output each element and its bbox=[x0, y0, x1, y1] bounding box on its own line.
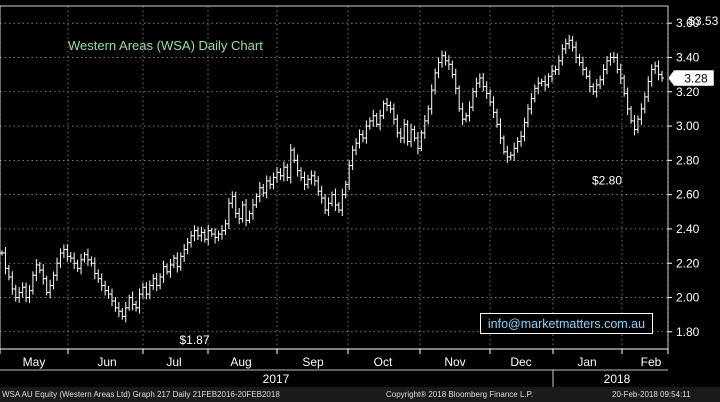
y-tick-label: 2.00 bbox=[676, 291, 700, 305]
x-tick-label: Jun bbox=[97, 355, 116, 369]
y-tick-label: 2.40 bbox=[676, 222, 700, 236]
y-tick-label: 2.60 bbox=[676, 188, 700, 202]
last-price-tag bbox=[667, 69, 715, 87]
x-tick-label: Nov bbox=[444, 355, 465, 369]
x-tick-label: May bbox=[23, 355, 46, 369]
y-tick-label: 3.00 bbox=[676, 119, 700, 133]
annotations: $1.87 $2.80 $3.53 bbox=[179, 14, 718, 347]
price-annotation: $3.53 bbox=[688, 14, 718, 28]
y-tick-label: 3.40 bbox=[676, 50, 700, 64]
x-tick-label: Jul bbox=[166, 355, 181, 369]
year-label: 2018 bbox=[604, 372, 631, 386]
price-annotation: $1.87 bbox=[179, 333, 209, 347]
grid bbox=[0, 5, 669, 350]
price-bars bbox=[0, 35, 664, 323]
x-tick-label: Feb bbox=[641, 355, 662, 369]
year-label: 2017 bbox=[263, 372, 290, 386]
footer-copyright: Copyright® 2018 Bloomberg Finance L.P. bbox=[386, 390, 534, 399]
x-axis: May Jun Jul Aug Sep Oct Nov Dec Jan Feb 2017 2018 bbox=[0, 348, 669, 387]
y-tick-label: 3.20 bbox=[676, 85, 700, 99]
footer-security: WSA AU Equity (Western Areas Ltd) Graph … bbox=[2, 390, 280, 399]
x-tick-label: Jan bbox=[577, 355, 596, 369]
last-price-label: 3.28 bbox=[684, 72, 708, 86]
y-tick-label: 2.80 bbox=[676, 153, 700, 167]
ohlc-chart: 1.80 2.00 2.20 2.40 2.60 2.80 3.00 3.20 3.40 3.60… bbox=[0, 5, 719, 387]
footer-bar: WSA AU Equity (Western Areas Ltd) Graph … bbox=[0, 387, 720, 402]
y-axis: 1.80 2.00 2.20 2.40 2.60 2.80 3.00 3.20 3.40 3.60 bbox=[668, 16, 700, 339]
x-tick-label: Aug bbox=[230, 355, 251, 369]
y-tick-label: 3.60 bbox=[676, 16, 700, 30]
last-price-marker: 3.28 bbox=[667, 69, 715, 87]
footer-timestamp: 20-Feb-2018 09:54:11 bbox=[612, 390, 691, 399]
y-tick-label: 1.80 bbox=[676, 325, 700, 339]
price-annotation: $2.80 bbox=[592, 173, 622, 187]
x-tick-label: Sep bbox=[302, 355, 324, 369]
y-tick-label: 2.20 bbox=[676, 256, 700, 270]
x-tick-label: Oct bbox=[374, 355, 393, 369]
contact-email[interactable]: info@marketmatters.com.au bbox=[480, 313, 653, 334]
x-tick-label: Dec bbox=[510, 355, 531, 369]
chart-title: Western Areas (WSA) Daily Chart bbox=[68, 38, 263, 53]
